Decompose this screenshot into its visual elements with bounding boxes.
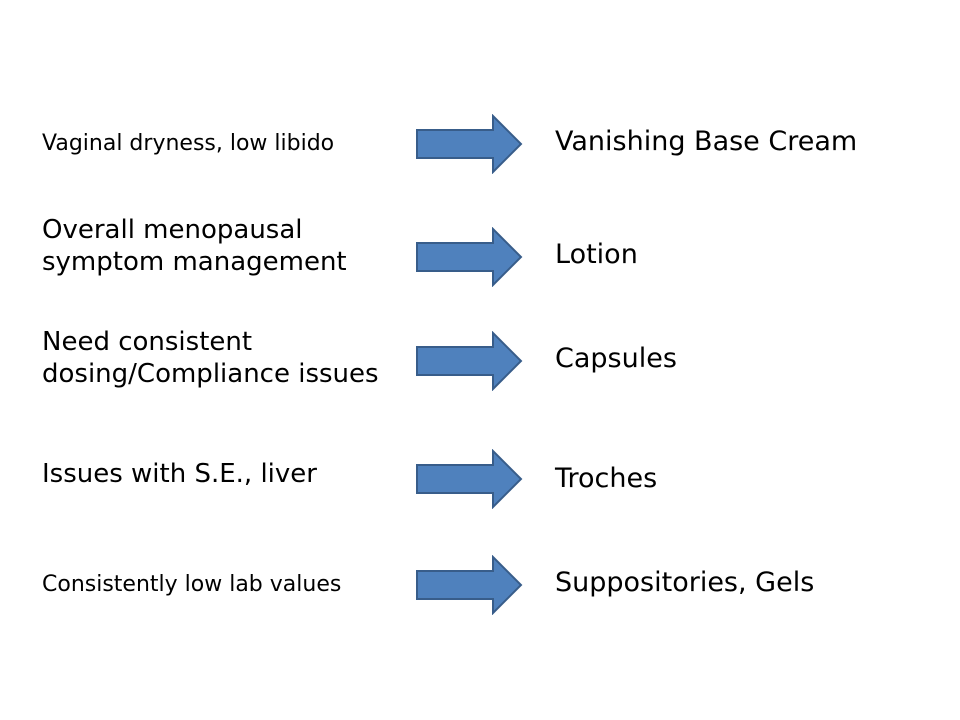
formulation-1: Vanishing Base Cream xyxy=(555,126,858,157)
formulation-2: Lotion xyxy=(555,239,638,270)
condition-3: Need consistent dosing/Compliance issues xyxy=(42,327,379,390)
condition-5: Consistently low lab values xyxy=(42,572,341,599)
arrow-right-icon xyxy=(416,449,523,509)
condition-1: Vaginal dryness, low libido xyxy=(42,131,334,158)
condition-3-line-2: dosing/Compliance issues xyxy=(42,358,379,389)
formulation-5: Suppositories, Gels xyxy=(555,567,815,598)
formulation-4: Troches xyxy=(555,463,658,494)
arrow-right-icon xyxy=(416,555,523,615)
condition-1-line-1: Vaginal dryness, low libido xyxy=(42,131,335,156)
arrow-right-icon xyxy=(416,227,523,287)
condition-4: Issues with S.E., liver xyxy=(42,459,317,491)
arrow-right-icon xyxy=(416,331,523,391)
condition-2: Overall menopausal symptom management xyxy=(42,215,347,278)
condition-5-line-1: Consistently low lab values xyxy=(42,572,342,597)
formulation-3: Capsules xyxy=(555,343,677,374)
condition-4-line-1: Issues with S.E., liver xyxy=(42,459,317,489)
condition-3-line-1: Need consistent xyxy=(42,327,253,357)
condition-2-line-1: Overall menopausal xyxy=(42,215,303,245)
condition-2-line-2: symptom management xyxy=(42,246,347,277)
arrow-right-icon xyxy=(416,114,523,174)
